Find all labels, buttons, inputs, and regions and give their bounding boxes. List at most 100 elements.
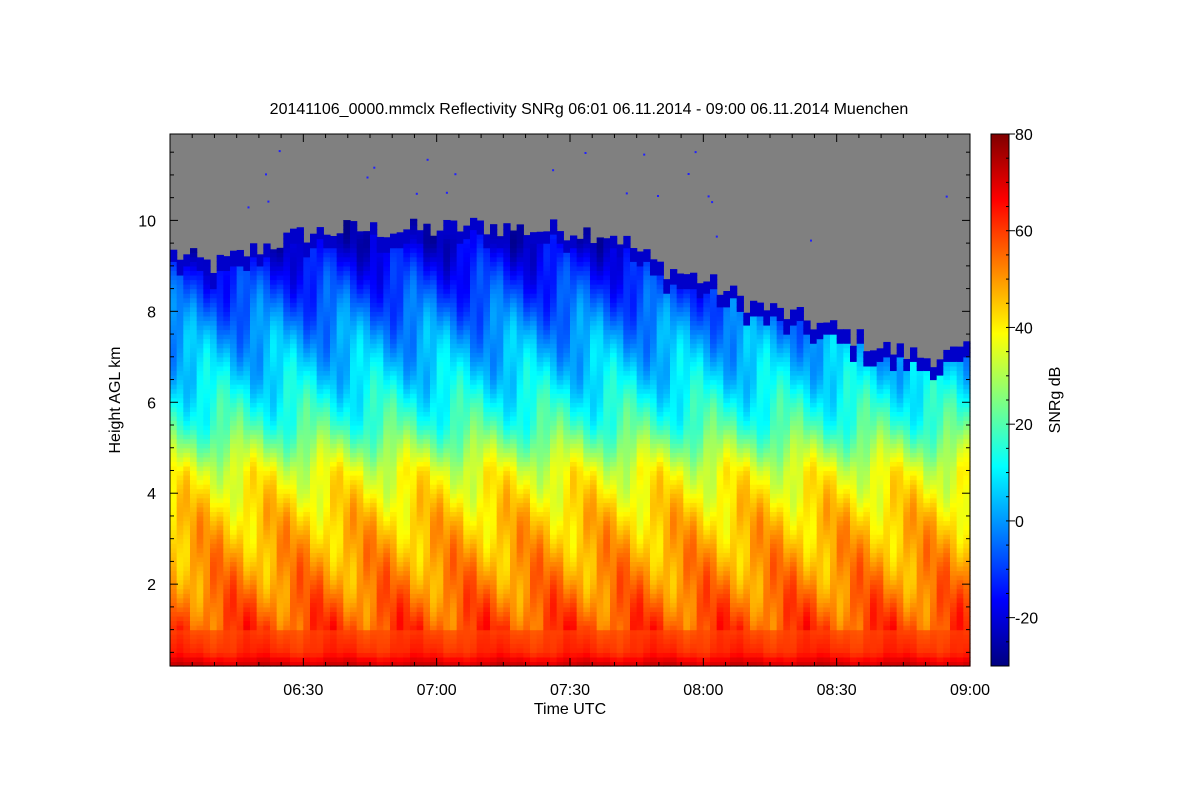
heatmap-cell [296,611,304,617]
heatmap-cell [256,374,264,381]
heatmap-cell [243,529,251,535]
heatmap-cell [303,415,311,422]
heatmap-cell [436,247,444,253]
heatmap-cell [323,561,331,567]
heatmap-cell [290,488,298,494]
heatmap-cell [290,347,298,353]
heatmap-cell [356,493,364,499]
heatmap-cell [203,320,211,326]
heatmap-cell [376,406,384,412]
heatmap-cell [430,638,438,644]
heatmap-cell [176,515,184,522]
heatmap-cell [450,575,458,581]
heatmap-cell [410,543,418,549]
heatmap-cell [310,461,318,467]
heatmap-cell [336,656,344,663]
heatmap-cell [203,443,211,449]
heatmap-cell [363,611,371,617]
heatmap-cell [243,393,251,399]
heatmap-cell [210,606,218,613]
heatmap-cell [170,438,178,444]
heatmap-cell [250,556,258,563]
heatmap-cell [203,575,211,581]
heatmap-cell [236,297,244,303]
heatmap-cell [436,415,444,422]
heatmap-cell [403,484,411,490]
heatmap-cell [503,438,511,444]
heatmap-cell [470,543,478,549]
heatmap-cell [316,293,324,299]
heatmap-cell [303,479,311,485]
heatmap-cell [283,306,291,312]
heatmap-cell [436,656,444,663]
heatmap-cell [276,402,284,408]
heatmap-cell [336,552,344,558]
heatmap-cell [183,452,191,458]
heatmap-cell [456,406,464,412]
heatmap-cell [283,443,291,449]
heatmap-cell [516,438,524,444]
heatmap-cell [416,475,424,481]
heatmap-cell [296,238,304,244]
heatmap-cell [496,315,504,322]
heatmap-cell [336,247,344,253]
heatmap-cell [423,302,431,308]
heatmap-cell [190,429,198,435]
heatmap-cell [183,347,191,353]
heatmap-cell [343,256,351,262]
heatmap-cell [283,497,291,503]
heatmap-cell [330,484,338,490]
heatmap-cell [176,565,184,572]
heatmap-cell [196,461,204,467]
heatmap-cell [516,615,524,622]
heatmap-cell [423,470,431,476]
heatmap-cell [270,352,278,358]
heatmap-cell [383,475,391,481]
heatmap-cell [483,597,491,603]
heatmap-cell [183,575,191,581]
heatmap-cell [316,334,324,340]
heatmap-cell [470,602,478,608]
heatmap-cell [423,447,431,453]
heatmap-cell [170,306,178,312]
heatmap-cell [296,352,304,358]
heatmap-cell [403,288,411,294]
heatmap-cell [410,374,418,381]
heatmap-cell [336,238,344,244]
heatmap-cell [243,534,251,540]
heatmap-cell [403,506,411,512]
heatmap-cell [316,343,324,349]
heatmap-cell [376,525,384,531]
heatmap-cell [176,552,184,558]
heatmap-cell [290,647,298,653]
heatmap-cell [463,429,471,435]
heatmap-cell [203,579,211,585]
heatmap-cell [396,393,404,399]
heatmap-cell [363,420,371,426]
heatmap-cell [190,388,198,394]
heatmap-cell [463,447,471,453]
heatmap-cell [510,543,518,549]
heatmap-cell [443,443,451,449]
heatmap-cell [263,638,271,644]
heatmap-cell [476,302,484,308]
heatmap-cell [323,284,331,290]
heatmap-cell [516,629,524,635]
heatmap-cell [456,274,464,281]
heatmap-cell [376,356,384,362]
heatmap-cell [290,425,298,431]
heatmap-cell [403,634,411,640]
heatmap-cell [343,356,351,362]
heatmap-cell [450,302,458,308]
heatmap-cell [290,402,298,408]
heatmap-cell [243,620,251,626]
heatmap-cell [503,625,511,631]
heatmap-cell [503,397,511,403]
heatmap-cell [436,425,444,431]
heatmap-cell [483,370,491,376]
heatmap-cell [236,265,244,272]
heatmap-cell [250,361,258,367]
heatmap-cell [410,234,418,240]
heatmap-cell [310,579,318,585]
heatmap-cell [350,284,358,290]
